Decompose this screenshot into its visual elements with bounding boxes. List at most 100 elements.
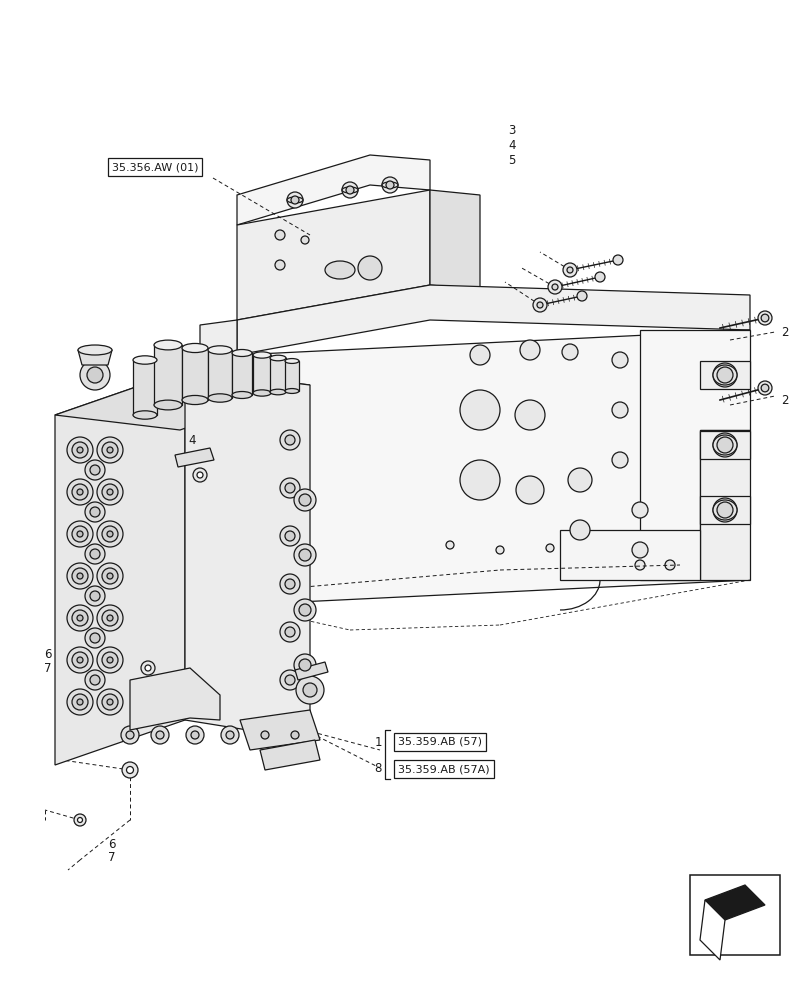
- Circle shape: [760, 384, 768, 392]
- Polygon shape: [699, 900, 724, 960]
- Circle shape: [385, 181, 393, 189]
- Circle shape: [97, 647, 122, 673]
- Polygon shape: [704, 885, 764, 920]
- Circle shape: [545, 544, 553, 552]
- Ellipse shape: [133, 356, 157, 364]
- Ellipse shape: [270, 355, 285, 361]
- Circle shape: [97, 479, 122, 505]
- Circle shape: [519, 340, 539, 360]
- Circle shape: [225, 731, 234, 739]
- Circle shape: [102, 484, 118, 500]
- Text: 1: 1: [374, 735, 381, 748]
- Text: 35.356.AW (01): 35.356.AW (01): [112, 162, 198, 172]
- Circle shape: [634, 560, 644, 570]
- Ellipse shape: [232, 350, 251, 357]
- Circle shape: [716, 437, 732, 453]
- Circle shape: [107, 531, 113, 537]
- Circle shape: [126, 731, 134, 739]
- Circle shape: [569, 520, 590, 540]
- Circle shape: [90, 465, 100, 475]
- Ellipse shape: [286, 197, 303, 203]
- Circle shape: [515, 476, 543, 504]
- Polygon shape: [699, 431, 749, 459]
- Circle shape: [532, 298, 547, 312]
- Text: 35.359.AB (57): 35.359.AB (57): [397, 737, 482, 747]
- Polygon shape: [639, 330, 749, 580]
- Circle shape: [275, 230, 285, 240]
- Circle shape: [102, 610, 118, 626]
- Circle shape: [290, 731, 298, 739]
- Circle shape: [186, 726, 204, 744]
- Polygon shape: [130, 668, 220, 730]
- Circle shape: [280, 622, 299, 642]
- Ellipse shape: [253, 390, 271, 396]
- Circle shape: [285, 483, 294, 493]
- Circle shape: [77, 573, 83, 579]
- Polygon shape: [294, 662, 328, 680]
- Polygon shape: [185, 370, 310, 740]
- Polygon shape: [208, 350, 232, 398]
- Circle shape: [72, 694, 88, 710]
- Circle shape: [102, 652, 118, 668]
- Text: 6: 6: [44, 648, 52, 660]
- Circle shape: [290, 196, 298, 204]
- Circle shape: [74, 814, 86, 826]
- Ellipse shape: [712, 435, 736, 455]
- Ellipse shape: [182, 395, 208, 405]
- Circle shape: [97, 437, 122, 463]
- Circle shape: [303, 683, 316, 697]
- Polygon shape: [133, 360, 157, 415]
- Circle shape: [577, 291, 586, 301]
- Polygon shape: [240, 710, 320, 750]
- Circle shape: [77, 615, 83, 621]
- Circle shape: [77, 489, 83, 495]
- Circle shape: [85, 460, 105, 480]
- Circle shape: [193, 468, 207, 482]
- Polygon shape: [253, 355, 271, 393]
- Circle shape: [298, 549, 311, 561]
- Circle shape: [460, 390, 500, 430]
- Circle shape: [97, 521, 122, 547]
- Text: 6: 6: [108, 838, 116, 851]
- Circle shape: [718, 504, 730, 516]
- Circle shape: [90, 549, 100, 559]
- Circle shape: [551, 284, 557, 290]
- Circle shape: [72, 442, 88, 458]
- Circle shape: [107, 699, 113, 705]
- Polygon shape: [200, 355, 237, 435]
- Circle shape: [151, 726, 169, 744]
- Polygon shape: [232, 353, 251, 395]
- Circle shape: [67, 605, 93, 631]
- Polygon shape: [200, 320, 237, 610]
- Polygon shape: [55, 370, 310, 430]
- Circle shape: [280, 430, 299, 450]
- Circle shape: [285, 675, 294, 685]
- Circle shape: [757, 381, 771, 395]
- Text: 8: 8: [374, 762, 381, 776]
- Ellipse shape: [712, 500, 736, 520]
- Ellipse shape: [285, 359, 298, 363]
- Circle shape: [72, 568, 88, 584]
- Ellipse shape: [270, 389, 285, 395]
- Ellipse shape: [712, 365, 736, 385]
- Circle shape: [102, 442, 118, 458]
- Polygon shape: [154, 345, 182, 405]
- Circle shape: [280, 670, 299, 690]
- Circle shape: [298, 604, 311, 616]
- Circle shape: [90, 675, 100, 685]
- Circle shape: [280, 574, 299, 594]
- Text: 4: 4: [508, 139, 515, 152]
- Circle shape: [562, 263, 577, 277]
- Polygon shape: [175, 448, 214, 467]
- Circle shape: [286, 192, 303, 208]
- Circle shape: [85, 628, 105, 648]
- Circle shape: [561, 344, 577, 360]
- Ellipse shape: [381, 182, 397, 188]
- Text: 3: 3: [508, 124, 515, 137]
- Ellipse shape: [253, 352, 271, 358]
- Circle shape: [345, 186, 354, 194]
- Circle shape: [102, 526, 118, 542]
- Circle shape: [197, 472, 203, 478]
- Circle shape: [298, 494, 311, 506]
- Polygon shape: [182, 348, 208, 400]
